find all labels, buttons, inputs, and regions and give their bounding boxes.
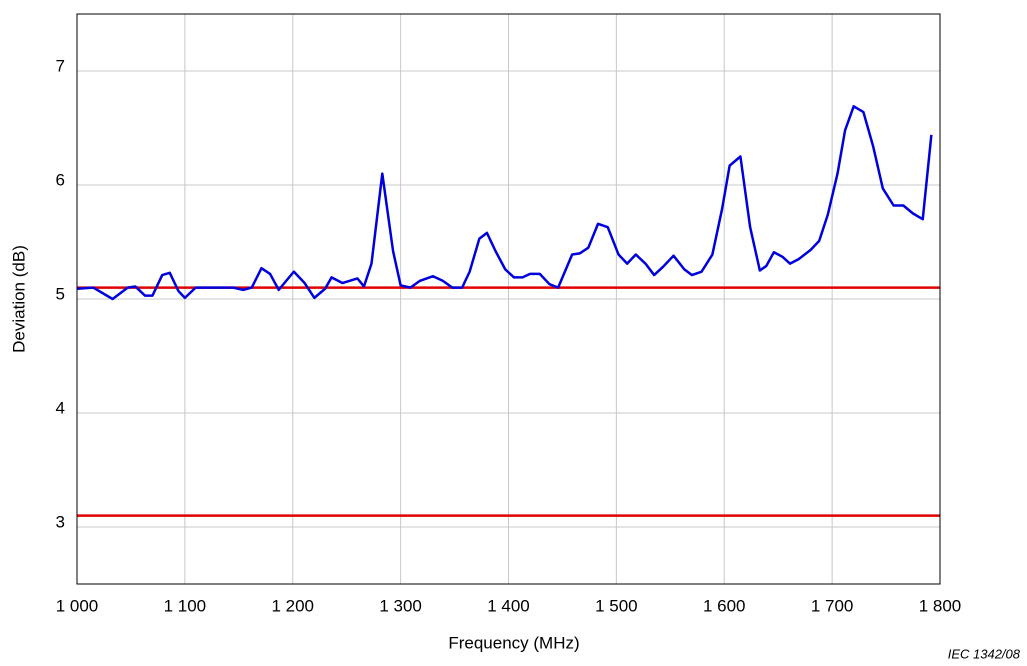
y-axis-label: Deviation (dB) bbox=[9, 245, 28, 353]
x-tick-label: 1 600 bbox=[703, 596, 746, 615]
y-tick-label: 4 bbox=[56, 398, 65, 417]
x-tick-label: 1 500 bbox=[595, 596, 638, 615]
x-tick-label: 1 400 bbox=[487, 596, 530, 615]
x-tick-label: 1 000 bbox=[56, 596, 99, 615]
y-tick-label: 7 bbox=[56, 56, 65, 75]
plot-frame bbox=[76, 13, 941, 585]
y-tick-label: 5 bbox=[56, 284, 65, 303]
x-axis-label: Frequency (MHz) bbox=[448, 633, 579, 652]
y-tick-label: 3 bbox=[56, 512, 65, 531]
data-line bbox=[76, 105, 933, 301]
x-tick-label: 1 700 bbox=[811, 596, 854, 615]
x-tick-label: 1 100 bbox=[164, 596, 207, 615]
x-tick-label: 1 200 bbox=[271, 596, 314, 615]
footnote: IEC 1342/08 bbox=[948, 646, 1021, 661]
y-tick-label: 6 bbox=[56, 170, 65, 189]
x-tick-label: 1 800 bbox=[919, 596, 962, 615]
x-tick-label: 1 300 bbox=[379, 596, 422, 615]
